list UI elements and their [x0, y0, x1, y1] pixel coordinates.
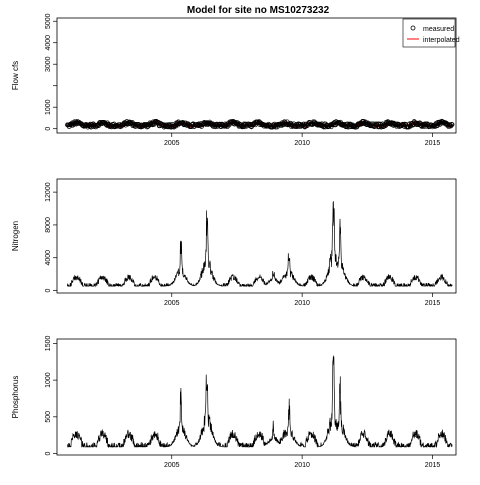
legend-label-interpolated: interpolated [423, 37, 460, 44]
y-tick-label: 4000 [45, 35, 52, 51]
plot-frame [56, 178, 457, 294]
chart-title: Model for site no MS10273232 [187, 5, 330, 16]
panel-nitrogen: 0 4000 8000 12000 2005 2010 2015 Nitrogen [11, 178, 457, 307]
legend: measured interpolated [402, 18, 460, 48]
y-tick-label: 1000 [45, 99, 52, 115]
y-tick-label: 1000 [45, 372, 52, 388]
data-point [383, 123, 388, 128]
panel-phosphorus: 0 500 1000 1500 2005 2010 2015 Phosphorus [11, 336, 457, 469]
y-axis-label: Phosphorus [11, 376, 20, 419]
y-axis-label: Nitrogen [11, 221, 20, 251]
x-tick-label: 2005 [164, 462, 180, 469]
legend-box [402, 18, 456, 48]
data-point [345, 124, 351, 130]
y-tick-label: 12000 [45, 182, 52, 202]
plot-frame [56, 338, 457, 456]
y-tick-label: 500 [45, 411, 52, 423]
legend-label-measured: measured [423, 26, 454, 33]
y-tick-label: 1500 [45, 336, 52, 352]
y-tick-label: 0 [45, 451, 52, 455]
y-tick-label: 4000 [45, 250, 52, 266]
data-point [449, 122, 455, 127]
x-tick-label: 2015 [425, 462, 441, 469]
series-measured [65, 118, 455, 130]
x-tick-label: 2005 [164, 140, 180, 147]
x-tick-label: 2010 [294, 300, 310, 307]
data-point [211, 122, 216, 127]
series-nitrogen [67, 201, 453, 288]
x-tick-label: 2010 [294, 462, 310, 469]
x-tick-label: 2010 [294, 140, 310, 147]
y-tick-label: 0 [45, 127, 52, 131]
x-tick-label: 2015 [425, 300, 441, 307]
y-axis-label: Flow cfs [11, 61, 20, 90]
series-phosphorus [67, 355, 453, 449]
legend-marker-measured [410, 25, 416, 31]
y-tick-label: 8000 [45, 217, 52, 233]
y-tick-label: 0 [45, 288, 52, 292]
panel-flow: 0 1000 3000 4000 5000 2005 2010 2015 Flow cfs mea… [11, 13, 460, 147]
data-point [117, 122, 123, 127]
x-tick-label: 2005 [164, 300, 180, 307]
y-tick-label: 5000 [45, 13, 52, 29]
x-tick-label: 2015 [425, 140, 441, 147]
y-tick-label: 3000 [45, 56, 52, 72]
plot-frame [56, 17, 457, 134]
